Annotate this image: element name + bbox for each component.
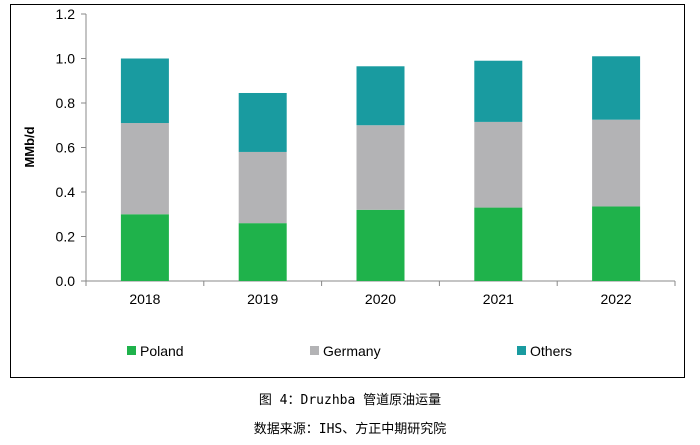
y-axis-label: MMb/d [22, 126, 37, 167]
y-tick-label: 0.4 [56, 184, 76, 200]
bar-segment-germany [238, 151, 287, 224]
legend-label-others: Others [530, 343, 572, 359]
bars [120, 56, 641, 281]
bar-segment-others [592, 56, 641, 120]
legend-swatch-poland [127, 346, 136, 355]
bar-segment-germany [474, 121, 523, 208]
bar-segment-germany [120, 123, 169, 215]
y-tick-label: 0.0 [56, 273, 76, 289]
legend-label-germany: Germany [323, 343, 381, 359]
y-tick-label: 1.0 [56, 51, 76, 67]
figure-title: 图 4：Druzhba 管道原油运量 [258, 393, 442, 408]
legend-label-poland: Poland [140, 343, 184, 359]
y-tick-label: 1.2 [56, 6, 76, 22]
axes: 0.0 0.2 0.4 0.6 0.8 1.0 1.2 2018 2019 2020 2021 202… [56, 6, 676, 307]
bar-segment-others [356, 66, 405, 126]
bar-segment-germany [592, 119, 641, 207]
bar-segment-poland [120, 214, 169, 281]
legend: Poland Germany Others [127, 343, 572, 359]
x-tick-label: 2021 [483, 291, 514, 307]
x-tick-label: 2020 [365, 291, 396, 307]
bar-segment-others [120, 58, 169, 124]
bar-segment-germany [356, 125, 405, 210]
y-tick-label: 0.8 [56, 95, 76, 111]
x-tick-label: 2022 [601, 291, 632, 307]
bar-segment-others [474, 60, 523, 122]
y-tick-label: 0.2 [56, 229, 76, 245]
bar-segment-poland [238, 223, 287, 281]
legend-swatch-germany [310, 346, 319, 355]
source-note: 数据来源：IHS、方正中期研究院 [253, 422, 447, 437]
x-tick-label: 2018 [129, 291, 160, 307]
bar-segment-poland [592, 206, 641, 281]
bar-segment-others [238, 92, 287, 152]
bar-segment-poland [356, 209, 405, 281]
y-tick-label: 0.6 [56, 140, 76, 156]
legend-swatch-others [517, 346, 526, 355]
x-tick-label: 2019 [247, 291, 278, 307]
bar-segment-poland [474, 207, 523, 281]
